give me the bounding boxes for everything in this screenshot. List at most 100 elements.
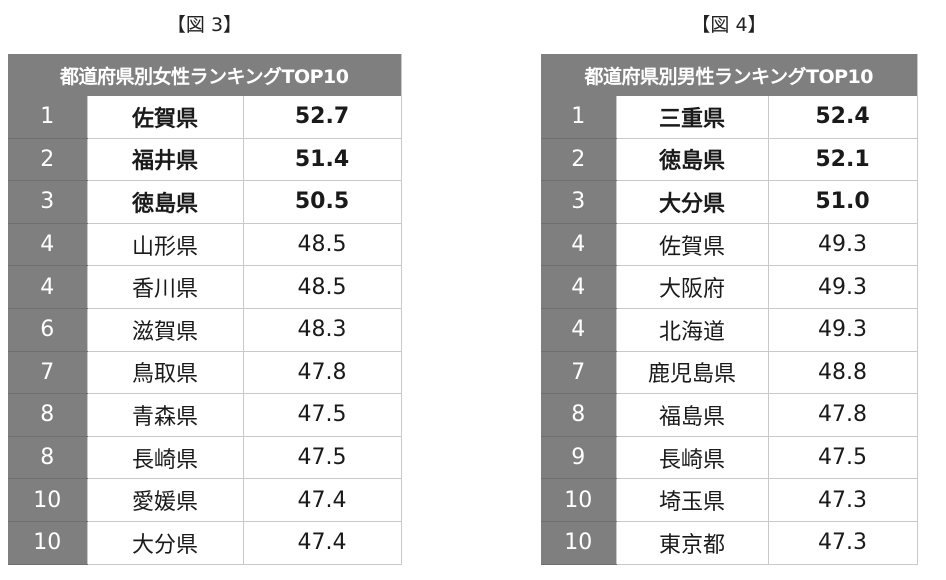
table-header-row: 都道府県別男性ランキングTOP10	[541, 54, 918, 96]
table-row: 2 福井県 51.4	[8, 138, 402, 182]
table-title: 都道府県別男性ランキングTOP10	[541, 54, 918, 96]
table-row: 3 徳島県 50.5	[8, 180, 402, 224]
rank-cell: 7	[541, 351, 617, 395]
value-cell: 47.3	[768, 478, 918, 522]
table-row: 4 大阪府 49.3	[541, 265, 918, 309]
prefecture-cell: 佐賀県	[87, 96, 244, 139]
table-row: 7 鹿児島県 48.8	[541, 351, 918, 395]
rank-cell: 1	[541, 96, 617, 139]
value-cell: 52.7	[243, 96, 402, 139]
rank-cell: 8	[541, 393, 617, 437]
value-cell: 48.5	[243, 265, 402, 309]
value-cell: 47.3	[768, 521, 918, 565]
rank-cell: 4	[541, 223, 617, 267]
rank-cell: 4	[541, 308, 617, 352]
value-cell: 47.4	[243, 521, 402, 565]
value-cell: 47.8	[243, 351, 402, 395]
prefecture-cell: 北海道	[616, 308, 769, 352]
table-row: 8 青森県 47.5	[8, 393, 402, 437]
female-ranking-figure: 【図 3】 都道府県別女性ランキングTOP10 1 佐賀県 52.7 2 福井県 51.4…	[8, 0, 402, 565]
value-cell: 48.8	[768, 351, 918, 395]
prefecture-cell: 山形県	[87, 223, 244, 267]
prefecture-cell: 大分県	[616, 180, 769, 224]
table-row: 3 大分県 51.0	[541, 180, 918, 224]
table-row: 8 福島県 47.8	[541, 393, 918, 437]
rank-cell: 1	[8, 96, 88, 139]
rank-cell: 10	[541, 521, 617, 565]
rank-cell: 6	[8, 308, 88, 352]
rank-cell: 4	[8, 223, 88, 267]
figure-caption: 【図 4】	[691, 14, 767, 36]
rank-cell: 9	[541, 436, 617, 480]
prefecture-cell: 愛媛県	[87, 478, 244, 522]
table-row: 4 山形県 48.5	[8, 223, 402, 267]
prefecture-cell: 佐賀県	[616, 223, 769, 267]
value-cell: 48.5	[243, 223, 402, 267]
prefecture-cell: 長崎県	[616, 436, 769, 480]
rank-cell: 3	[541, 180, 617, 224]
rank-cell: 8	[8, 393, 88, 437]
value-cell: 47.5	[243, 436, 402, 480]
rank-cell: 10	[541, 478, 617, 522]
prefecture-cell: 福井県	[87, 138, 244, 182]
value-cell: 50.5	[243, 180, 402, 224]
prefecture-cell: 大分県	[87, 521, 244, 565]
table-row: 1 三重県 52.4	[541, 96, 918, 139]
prefecture-cell: 青森県	[87, 393, 244, 437]
table-row: 2 徳島県 52.1	[541, 138, 918, 182]
female-ranking-table: 都道府県別女性ランキングTOP10 1 佐賀県 52.7 2 福井県 51.4 3 徳島県 50…	[8, 54, 402, 565]
rank-cell: 4	[541, 265, 617, 309]
prefecture-cell: 香川県	[87, 265, 244, 309]
rank-cell: 4	[8, 265, 88, 309]
prefecture-cell: 鳥取県	[87, 351, 244, 395]
value-cell: 47.5	[768, 436, 918, 480]
rank-cell: 10	[8, 478, 88, 522]
value-cell: 52.1	[768, 138, 918, 182]
value-cell: 51.0	[768, 180, 918, 224]
value-cell: 49.3	[768, 223, 918, 267]
rank-cell: 8	[8, 436, 88, 480]
male-ranking-figure: 【図 4】 都道府県別男性ランキングTOP10 1 三重県 52.4 2 徳島県 52.1…	[541, 0, 918, 565]
male-ranking-table: 都道府県別男性ランキングTOP10 1 三重県 52.4 2 徳島県 52.1 3 大分県 51…	[541, 54, 918, 565]
rank-cell: 2	[8, 138, 88, 182]
table-row: 10 埼玉県 47.3	[541, 478, 918, 522]
prefecture-cell: 鹿児島県	[616, 351, 769, 395]
value-cell: 48.3	[243, 308, 402, 352]
figure-caption: 【図 3】	[166, 14, 243, 36]
table-header-row: 都道府県別女性ランキングTOP10	[8, 54, 402, 96]
prefecture-cell: 埼玉県	[616, 478, 769, 522]
table-row: 10 愛媛県 47.4	[8, 478, 402, 522]
table-row: 4 佐賀県 49.3	[541, 223, 918, 267]
rank-cell: 2	[541, 138, 617, 182]
prefecture-cell: 東京都	[616, 521, 769, 565]
table-row: 10 東京都 47.3	[541, 521, 918, 565]
value-cell: 49.3	[768, 265, 918, 309]
table-row: 1 佐賀県 52.7	[8, 96, 402, 139]
value-cell: 52.4	[768, 96, 918, 139]
table-row: 9 長崎県 47.5	[541, 436, 918, 480]
prefecture-cell: 徳島県	[616, 138, 769, 182]
table-row: 4 北海道 49.3	[541, 308, 918, 352]
prefecture-cell: 長崎県	[87, 436, 244, 480]
table-body: 1 佐賀県 52.7 2 福井県 51.4 3 徳島県 50.5 4 山形県 48.5 4 香川県 48.5…	[8, 96, 402, 565]
value-cell: 49.3	[768, 308, 918, 352]
prefecture-cell: 徳島県	[87, 180, 244, 224]
rank-cell: 3	[8, 180, 88, 224]
table-row: 6 滋賀県 48.3	[8, 308, 402, 352]
prefecture-cell: 福島県	[616, 393, 769, 437]
table-row: 8 長崎県 47.5	[8, 436, 402, 480]
rank-cell: 7	[8, 351, 88, 395]
table-row: 4 香川県 48.5	[8, 265, 402, 309]
value-cell: 47.5	[243, 393, 402, 437]
value-cell: 51.4	[243, 138, 402, 182]
prefecture-cell: 三重県	[616, 96, 769, 139]
table-row: 7 鳥取県 47.8	[8, 351, 402, 395]
value-cell: 47.4	[243, 478, 402, 522]
prefecture-cell: 大阪府	[616, 265, 769, 309]
value-cell: 47.8	[768, 393, 918, 437]
table-title: 都道府県別女性ランキングTOP10	[8, 54, 402, 96]
table-body: 1 三重県 52.4 2 徳島県 52.1 3 大分県 51.0 4 佐賀県 49.3 4 大阪府 49.3…	[541, 96, 918, 565]
rank-cell: 10	[8, 521, 88, 565]
prefecture-cell: 滋賀県	[87, 308, 244, 352]
table-row: 10 大分県 47.4	[8, 521, 402, 565]
